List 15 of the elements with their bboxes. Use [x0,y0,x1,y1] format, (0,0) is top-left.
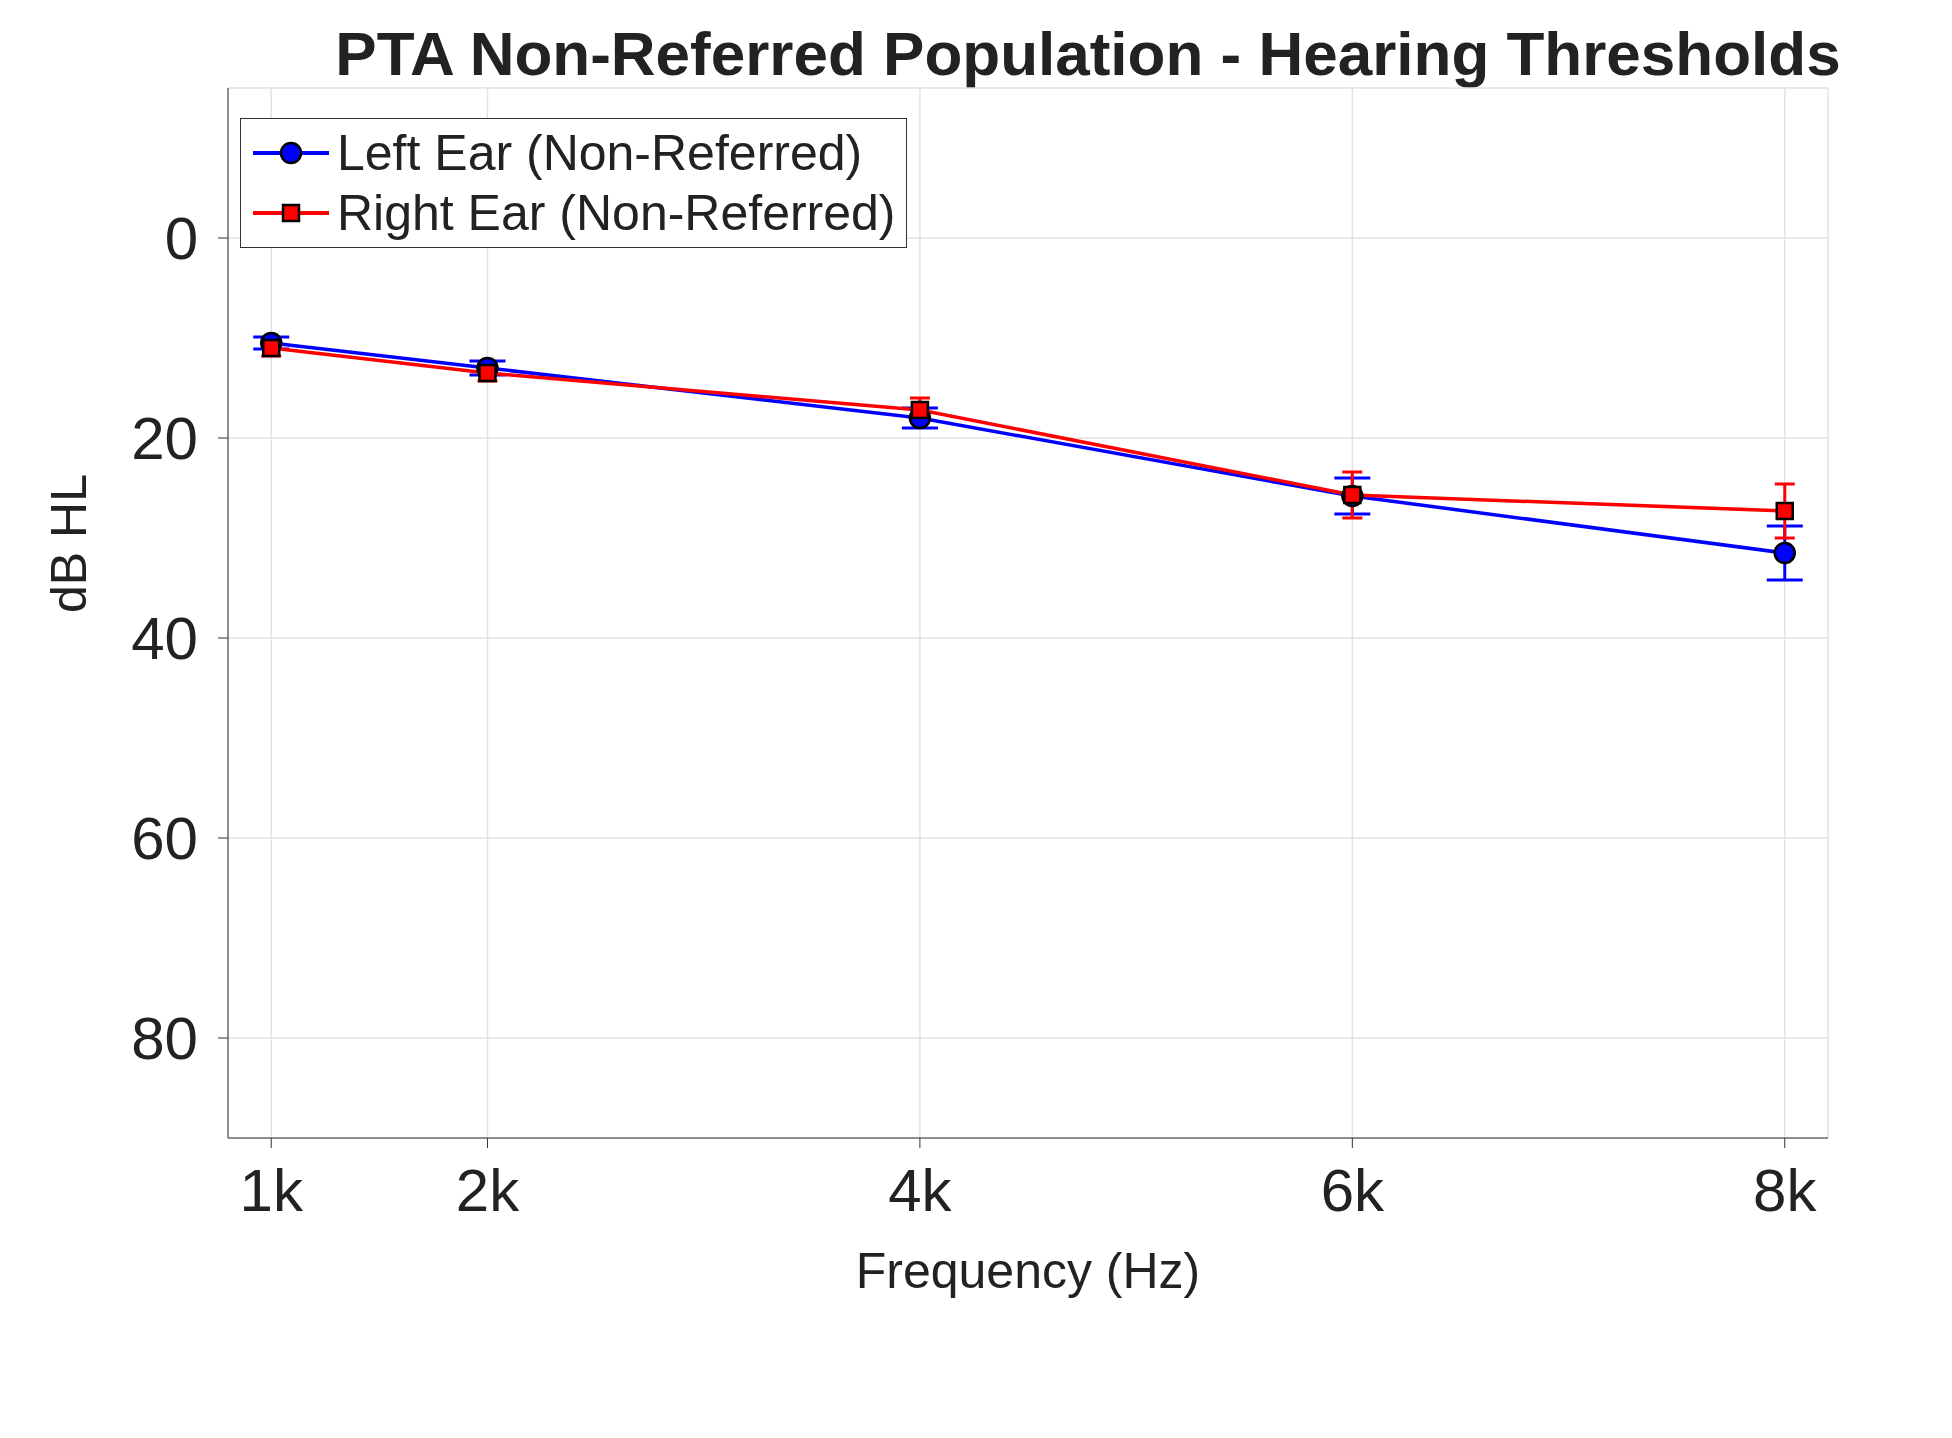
y-tick-label: 40 [131,605,198,673]
y-tick-label: 60 [131,805,198,873]
y-tick-label: 80 [131,1005,198,1073]
y-tick-label: 0 [164,205,198,273]
legend-label: Left Ear (Non-Referred) [337,124,863,183]
x-tick-label: 8k [1753,1156,1818,1224]
legend-label: Right Ear (Non-Referred) [337,184,896,243]
x-tick-label: 1k [239,1156,304,1224]
chart-title: PTA Non-Referred Population - Hearing Thresholds [334,18,1842,89]
x-tick-label: 2k [455,1156,521,1224]
y-axis-title: dB HL [40,474,97,613]
x-axis-title: Frequency (Hz) [855,1243,1201,1299]
x-tick-label: 6k [1320,1156,1386,1224]
x-tick-label: 4k [888,1156,953,1224]
y-tick-label: 20 [131,405,198,473]
